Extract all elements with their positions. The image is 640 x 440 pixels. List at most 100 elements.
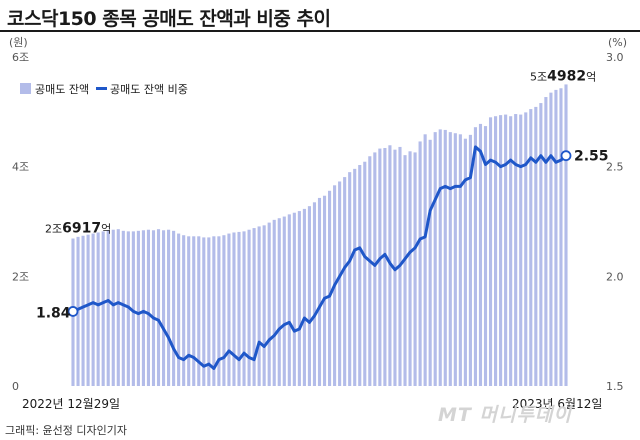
bar (141, 230, 145, 386)
bar (161, 230, 166, 386)
bar (403, 155, 407, 386)
right-tick-label: 3.0 (606, 51, 624, 64)
bar (368, 156, 372, 386)
bar (494, 116, 498, 386)
bar (529, 109, 533, 386)
bar (312, 202, 317, 386)
bar (81, 235, 85, 386)
bar (252, 228, 256, 386)
bar (549, 92, 553, 386)
bar (317, 197, 322, 386)
bar (212, 236, 216, 386)
bar (151, 230, 156, 386)
bar (478, 123, 483, 387)
bar (524, 112, 528, 386)
line-end-label: 2.55 (574, 149, 609, 165)
bar (292, 212, 296, 386)
watermark-logo: MT 머니투데이 (438, 404, 572, 426)
bar (338, 181, 342, 386)
bar (468, 134, 472, 386)
bar (111, 229, 115, 386)
bar (408, 151, 412, 386)
line-start-label: 1.84 (36, 305, 71, 321)
bar (504, 114, 508, 386)
bar (277, 218, 281, 386)
legend-swatch-bar (20, 83, 31, 94)
legend-label-line: 공매도 잔액 비중 (110, 83, 188, 96)
bar (438, 129, 442, 386)
left-tick-label: 2조 (12, 270, 29, 283)
bar (121, 230, 125, 386)
bar (544, 97, 548, 386)
bar (131, 231, 135, 386)
bar (358, 165, 362, 386)
bar (458, 134, 462, 386)
bar (187, 236, 191, 386)
bar (167, 229, 171, 386)
bar (559, 88, 563, 386)
bar (192, 236, 196, 386)
chart-title: 코스닥150 종목 공매도 잔액과 비중 추이 (7, 8, 331, 30)
bar (116, 229, 120, 386)
bar (227, 233, 231, 386)
bar (172, 230, 176, 386)
bar (554, 89, 558, 387)
bar (448, 132, 452, 386)
bar (373, 152, 377, 386)
bar (539, 103, 543, 386)
legend-label-bar: 공매도 잔액 (35, 83, 89, 96)
bar (473, 127, 478, 386)
bar (423, 134, 427, 386)
bar (378, 148, 382, 386)
bar (222, 235, 226, 386)
bar-end-label: 5조4982억 (530, 68, 596, 84)
bar (207, 237, 211, 386)
bar (96, 232, 100, 386)
bar (413, 152, 417, 386)
bar (418, 141, 422, 386)
bar (257, 226, 261, 386)
bar (302, 208, 306, 386)
bar (388, 145, 392, 386)
bar (242, 231, 246, 386)
line-endpoint-marker (67, 306, 79, 317)
left-tick-label: 4조 (12, 161, 29, 174)
bar (232, 232, 236, 386)
bar (262, 225, 266, 386)
bar (287, 214, 291, 386)
left-tick-label: 0 (12, 380, 19, 393)
bar (197, 236, 201, 386)
bar (282, 216, 286, 386)
bar (106, 230, 110, 386)
bar (443, 129, 447, 386)
right-axis-unit: (%) (608, 36, 627, 49)
bar (514, 114, 518, 386)
bar (463, 138, 467, 386)
bar (534, 106, 538, 387)
bar (177, 233, 181, 386)
bar (433, 132, 437, 386)
bar (564, 84, 568, 387)
bar (509, 116, 513, 386)
x-start-label: 2022년 12월29일 (22, 397, 120, 411)
bar (297, 211, 301, 386)
bar (328, 190, 332, 386)
bar (428, 139, 432, 386)
line-endpoint-marker (560, 150, 572, 162)
bar-start-label: 2조6917억 (45, 220, 111, 236)
bar (101, 231, 105, 386)
left-axis-unit: (원) (9, 36, 28, 49)
bar (348, 172, 352, 386)
bar (343, 177, 347, 386)
bar (247, 229, 251, 386)
credit: 그래픽: 윤선정 디자인기자 (5, 424, 128, 437)
title-rule (0, 30, 640, 32)
x-end-label: 2023년 6월12일 (512, 397, 602, 411)
bar (363, 161, 367, 386)
bar (86, 234, 90, 386)
bar (322, 195, 327, 386)
right-tick-label: 2.5 (606, 161, 624, 174)
bar (156, 229, 161, 386)
bar (483, 126, 488, 386)
